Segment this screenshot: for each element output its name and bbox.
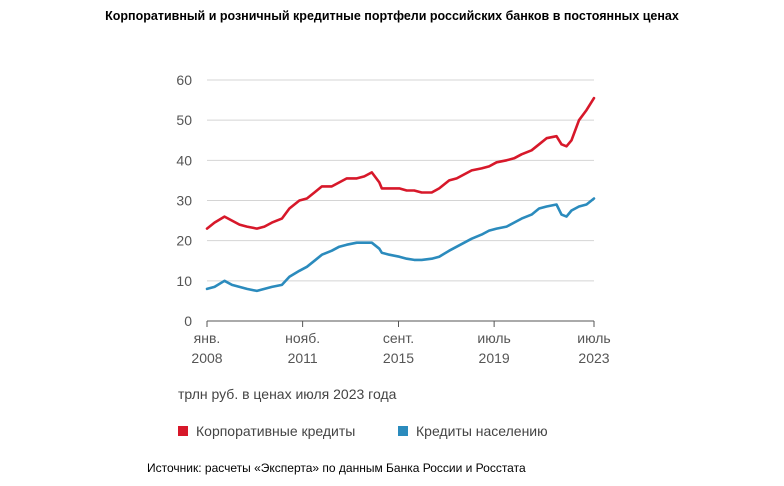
y-tick-label: 10 <box>176 273 192 289</box>
y-tick-label: 40 <box>176 152 192 168</box>
chart-title: Корпоративный и розничный кредитные порт… <box>105 9 679 23</box>
source-note: Источник: расчеты «Эксперта» по данным Б… <box>147 461 526 475</box>
series-line-1 <box>205 197 596 293</box>
x-tick-label-month: июль <box>477 330 510 346</box>
series-line-0 <box>205 96 596 230</box>
x-tick-label-month: янв. <box>194 330 221 346</box>
legend-swatch-corporate <box>178 426 188 436</box>
y-axis: 0 10 20 30 40 50 60 <box>176 72 192 329</box>
series-lines <box>205 96 596 293</box>
units-label: трлн руб. в ценах июля 2023 года <box>178 386 397 402</box>
x-axis: янв. 2008 нояб. 2011 сент. 2015 июль 2019 июль 20… <box>191 320 611 366</box>
x-tick-label-year: 2008 <box>191 350 222 366</box>
x-tick-label-year: 2011 <box>288 350 318 366</box>
y-tick-label: 60 <box>176 72 192 88</box>
x-tick-label-year: 2015 <box>383 350 414 366</box>
y-tick-label: 50 <box>176 112 192 128</box>
y-tick-label: 0 <box>184 313 192 329</box>
x-tick-label-year: 2023 <box>578 350 609 366</box>
x-tick-label-month: июль <box>577 330 610 346</box>
legend-label-retail: Кредиты населению <box>416 423 548 439</box>
y-tick-label: 30 <box>176 193 192 209</box>
legend-label-corporate: Корпоративные кредиты <box>196 423 356 439</box>
x-tick-label-month: сент. <box>383 330 414 346</box>
legend-item-retail: Кредиты населению <box>398 423 548 439</box>
legend-swatch-retail <box>398 426 408 436</box>
y-tick-label: 20 <box>176 233 192 249</box>
x-tick-label-year: 2019 <box>479 350 510 366</box>
gridlines <box>207 79 594 322</box>
legend-item-corporate: Корпоративные кредиты <box>178 423 355 439</box>
x-tick-label-month: нояб. <box>285 330 320 346</box>
